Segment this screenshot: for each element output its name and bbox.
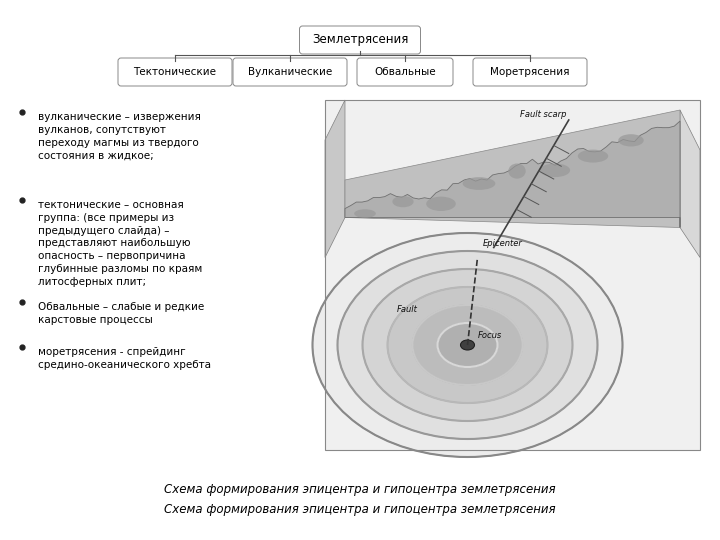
Text: Землетрясения: Землетрясения [312, 33, 408, 46]
FancyBboxPatch shape [300, 26, 420, 54]
Text: Epicenter: Epicenter [482, 239, 523, 247]
Text: Тектонические: Тектонические [133, 67, 217, 77]
Ellipse shape [577, 150, 608, 163]
Text: Схема формирования эпицентра и гипоцентра землетрясения: Схема формирования эпицентра и гипоцентр… [164, 483, 556, 496]
Ellipse shape [426, 197, 456, 211]
Text: тектонические – основная
группа: (все примеры из
предыдущего слайда) –
представл: тектонические – основная группа: (все пр… [38, 200, 202, 287]
Ellipse shape [413, 305, 523, 385]
Ellipse shape [338, 251, 598, 439]
Ellipse shape [461, 340, 474, 350]
Polygon shape [680, 110, 700, 258]
Text: Вулканические: Вулканические [248, 67, 332, 77]
Ellipse shape [540, 164, 570, 177]
Text: Fault scarp: Fault scarp [520, 110, 567, 119]
Ellipse shape [438, 323, 498, 367]
FancyBboxPatch shape [233, 58, 347, 86]
FancyBboxPatch shape [473, 58, 587, 86]
Polygon shape [325, 100, 345, 258]
Ellipse shape [312, 233, 623, 457]
Polygon shape [345, 121, 680, 227]
Text: Fault: Fault [397, 306, 418, 314]
Ellipse shape [354, 209, 376, 218]
Text: Схема формирования эпицентра и гипоцентра землетрясения: Схема формирования эпицентра и гипоцентр… [164, 503, 556, 516]
Ellipse shape [508, 164, 526, 179]
Ellipse shape [362, 269, 572, 421]
Text: моретрясения - спрейдинг
средино-океаничеcкого хребта: моретрясения - спрейдинг средино-океанич… [38, 347, 211, 370]
FancyBboxPatch shape [357, 58, 453, 86]
Ellipse shape [392, 196, 413, 207]
FancyBboxPatch shape [118, 58, 232, 86]
Text: Обвальные – слабые и редкие
карстовые процессы: Обвальные – слабые и редкие карстовые пр… [38, 302, 204, 325]
Text: Моретрясения: Моретрясения [490, 67, 570, 77]
Polygon shape [345, 110, 680, 227]
Text: Обвальные: Обвальные [374, 67, 436, 77]
Ellipse shape [387, 287, 547, 403]
Text: Focus: Focus [477, 331, 502, 340]
Ellipse shape [618, 134, 644, 146]
Ellipse shape [463, 177, 495, 190]
FancyBboxPatch shape [325, 100, 700, 450]
Text: вулканические – извержения
вулканов, сопутствуют
переходу магмы из твердого
сост: вулканические – извержения вулканов, соп… [38, 112, 201, 160]
